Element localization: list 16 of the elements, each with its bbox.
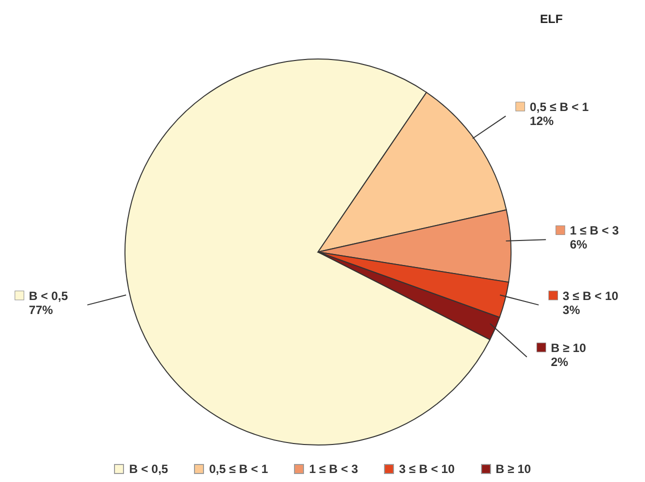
chart-title: ELF (540, 12, 563, 26)
category-label: 1 ≤ B < 3 (309, 462, 358, 476)
category-label: 0,5 ≤ B < 1 (209, 462, 268, 476)
category-label: B ≥ 10 (496, 462, 531, 476)
legend-label: B < 0,5 (129, 462, 168, 476)
legend-label: 0,5 ≤ B < 1 (530, 100, 589, 114)
legend-label: 1 ≤ B < 3 (570, 224, 620, 238)
legend-label: B ≥ 10 (550, 340, 586, 355)
category-label: B < 0,5 (28, 288, 68, 303)
data-label: 6% (570, 238, 588, 252)
data-label: 77% (28, 302, 54, 317)
category-label: 3 ≤ B < 10 (399, 462, 455, 476)
data-label: 12% (530, 114, 554, 128)
legend-label: 3 ≤ B < 10 (562, 288, 619, 303)
data-label: 3% (562, 302, 580, 317)
data-label: 2% (550, 354, 569, 369)
